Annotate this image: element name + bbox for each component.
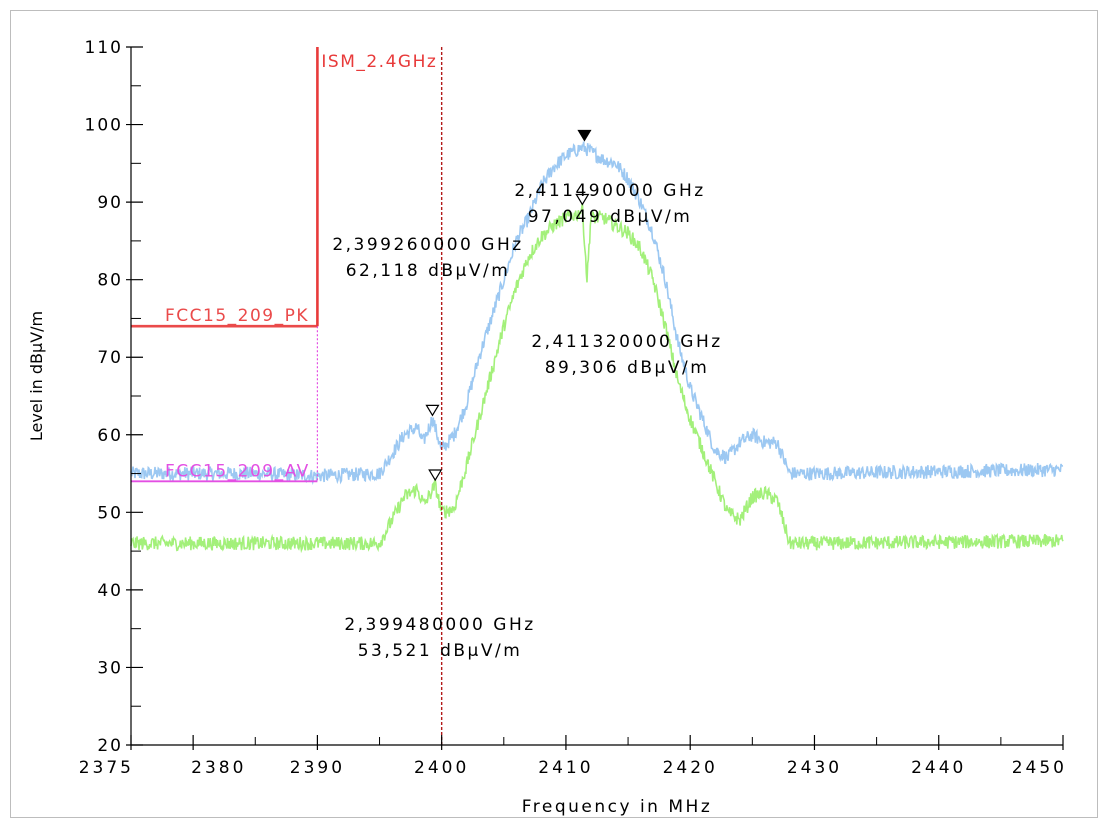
y-tick-label-60: 60 (97, 426, 123, 446)
x-tick-label-2440: 2440 (911, 758, 966, 778)
x-tick-label-2375: 2375 (79, 758, 134, 778)
limit-lines-layer (131, 47, 443, 745)
axes-layer: 20 30 40 50 60 70 80 90 100 110 2375 2380 2390 2400 24… (27, 38, 1067, 817)
marker-freq-label-2: 2,411320000 GHz (531, 332, 722, 352)
x-tick-label-2400: 2400 (414, 758, 469, 778)
x-tick-label-2450: 2450 (1012, 758, 1067, 778)
y-tick-label-110: 110 (85, 38, 123, 58)
y-tick-label-100: 100 (85, 116, 123, 136)
limit-label-2: FCC15_209_AV (165, 461, 310, 481)
y-axis-label: Level in dBµV/m (27, 311, 46, 441)
limit-label-1: FCC15_209_PK (165, 306, 309, 326)
marker-triangle-3 (425, 404, 440, 417)
y-tick-label-30: 30 (97, 658, 123, 678)
trace-line-1 (130, 141, 1064, 486)
x-tick-label-2390: 2390 (290, 758, 345, 778)
y-tick-label-90: 90 (97, 193, 123, 213)
band-edge-label: ISM_2.4GHz (321, 52, 437, 72)
marker-triangle-1 (577, 129, 592, 142)
marker-freq-label-3: 2,399260000 GHz (332, 235, 523, 255)
trace-line-2 (130, 200, 1064, 554)
y-tick-label-40: 40 (97, 581, 123, 601)
marker-freq-label-4: 2,399480000 GHz (344, 615, 535, 635)
y-tick-label-20: 20 (97, 736, 123, 756)
marker-level-label-1: 97,049 dBµV/m (528, 207, 693, 227)
marker-level-label-3: 62,118 dBµV/m (346, 261, 511, 281)
marker-level-label-2: 89,306 dBµV/m (545, 358, 710, 378)
x-tick-label-2430: 2430 (787, 758, 842, 778)
x-tick-label-2410: 2410 (538, 758, 593, 778)
y-tick-label-50: 50 (97, 503, 123, 523)
x-axis-label: Frequency in MHz (522, 797, 713, 817)
marker-freq-label-1: 2,411490000 GHz (514, 181, 705, 201)
labels-layer: FCC15_209_PK FCC15_209_AV ISM_2.4GHz 2,4114… (165, 52, 722, 661)
y-tick-label-80: 80 (97, 271, 123, 291)
x-tick-label-2420: 2420 (663, 758, 718, 778)
markers-layer (425, 129, 592, 482)
marker-level-label-4: 53,521 dBµV/m (358, 641, 523, 661)
x-tick-label-2380: 2380 (191, 758, 246, 778)
marker-triangle-2 (575, 193, 590, 206)
marker-triangle-4 (428, 469, 443, 482)
y-tick-label-70: 70 (97, 348, 123, 368)
chart-frame (10, 10, 1098, 818)
traces-layer (130, 141, 1064, 554)
